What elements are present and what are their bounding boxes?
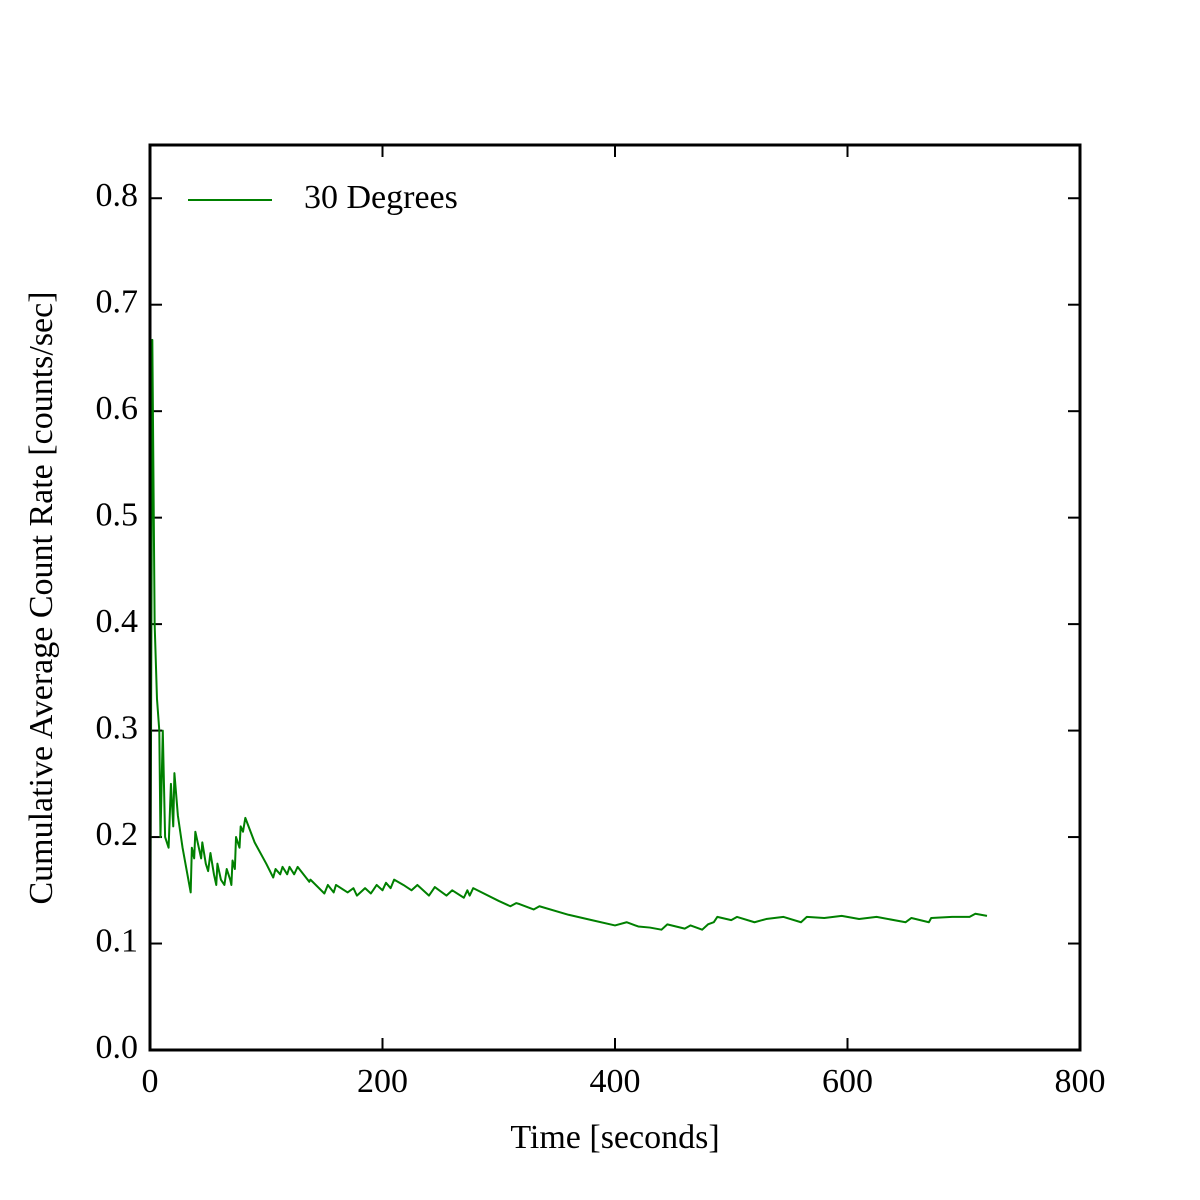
- y-tick-label: 0.0: [96, 1029, 139, 1066]
- x-tick-label: 800: [1055, 1063, 1106, 1100]
- y-tick-label: 0.5: [96, 496, 139, 533]
- x-tick-label: 0: [142, 1063, 159, 1100]
- x-tick-label: 200: [357, 1063, 408, 1100]
- x-tick-label: 600: [822, 1063, 873, 1100]
- y-axis-label: Cumulative Average Count Rate [counts/se…: [23, 291, 60, 904]
- data-line: [149, 338, 988, 1051]
- y-tick-label: 0.8: [96, 177, 139, 214]
- y-tick-label: 0.7: [96, 284, 139, 321]
- y-tick-label: 0.4: [96, 603, 139, 640]
- y-tick-label: 0.3: [96, 709, 139, 746]
- legend-label: 30 Degrees: [304, 179, 458, 216]
- x-tick-label: 400: [590, 1063, 641, 1100]
- x-axis-label: Time [seconds]: [510, 1119, 719, 1156]
- y-tick-label: 0.6: [96, 390, 139, 427]
- plot-frame: [148, 143, 1082, 1052]
- y-tick-label: 0.2: [96, 816, 139, 853]
- y-tick-label: 0.1: [96, 922, 139, 959]
